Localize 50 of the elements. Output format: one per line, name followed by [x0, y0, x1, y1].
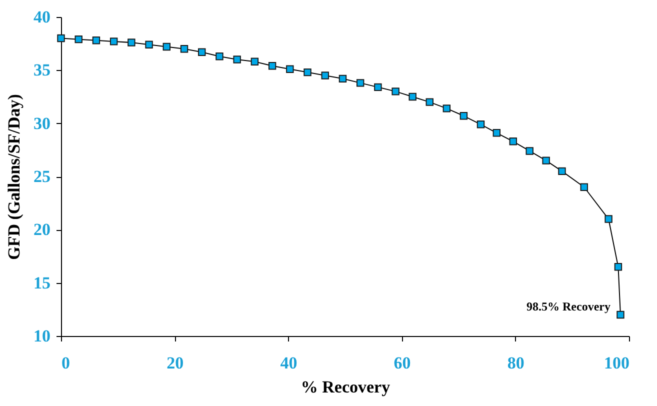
- x-tick-label: 100: [604, 354, 630, 372]
- x-axis-title: % Recovery: [300, 378, 391, 396]
- point: [338, 74, 347, 83]
- point: [162, 42, 170, 51]
- point: [614, 263, 622, 271]
- point: [509, 138, 517, 146]
- point: [74, 35, 82, 44]
- y-axis-title: GFD (Gallons/SF/Day): [4, 94, 24, 260]
- point: [128, 38, 136, 46]
- point: [542, 156, 550, 164]
- point: [198, 48, 206, 56]
- point: [408, 92, 416, 101]
- y-tick-label: 20: [34, 220, 50, 240]
- point: [250, 58, 259, 66]
- annotation: 98.5% Recovery: [526, 300, 610, 314]
- point: [92, 36, 100, 44]
- x-tick-label: 60: [394, 354, 411, 372]
- point: [286, 65, 294, 73]
- point: [616, 310, 624, 319]
- x-tick-label: 20: [166, 354, 184, 372]
- x-tick-label: 0: [62, 354, 70, 372]
- x-tick-label: 40: [280, 354, 298, 372]
- point: [216, 52, 224, 60]
- point: [145, 40, 153, 48]
- point: [57, 34, 65, 42]
- point: [304, 68, 312, 76]
- y-tick-label: 10: [34, 326, 50, 346]
- point: [580, 183, 588, 191]
- point: [460, 112, 468, 120]
- point: [321, 72, 329, 80]
- point: [180, 45, 188, 53]
- point: [442, 104, 451, 112]
- point: [374, 83, 382, 92]
- point: [233, 56, 241, 64]
- y-tick-label: 30: [34, 114, 50, 133]
- point: [426, 98, 434, 106]
- y-tick-label: 15: [34, 273, 50, 292]
- point: [558, 167, 566, 176]
- point: [476, 120, 485, 128]
- point: [604, 215, 612, 223]
- point: [110, 38, 118, 46]
- y-tick-label: 35: [34, 60, 50, 80]
- y-tick-label: 40: [34, 8, 50, 26]
- y-tick-label: 25: [34, 167, 50, 186]
- point: [526, 147, 534, 155]
- point: [392, 88, 400, 96]
- point: [356, 79, 364, 87]
- point: [268, 62, 276, 70]
- x-tick-label: 80: [507, 354, 524, 372]
- point: [492, 129, 501, 137]
